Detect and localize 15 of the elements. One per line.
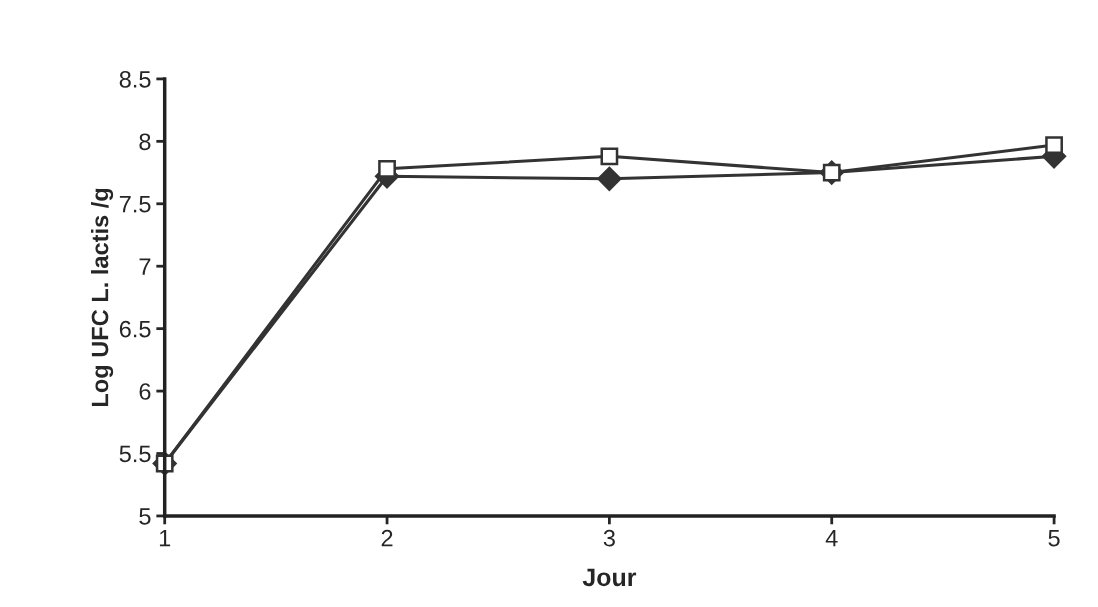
y-tick-label: 5 — [139, 508, 151, 525]
x-tick-label: 5 — [1048, 530, 1060, 547]
y-axis-title: Log UFC L. lactis /g — [91, 188, 114, 407]
x-axis-title: Jour — [582, 568, 637, 587]
y-tick-label: 7.5 — [119, 196, 151, 213]
y-tick-label: 5.5 — [119, 445, 151, 463]
x-tick-label: 2 — [381, 529, 393, 547]
y-tick-label: 7 — [139, 258, 151, 275]
y-tick-label: 6.5 — [119, 320, 151, 338]
y-tick-label: 8.5 — [119, 70, 151, 88]
y-tick-label: 6 — [139, 383, 151, 400]
x-tick-label: 1 — [159, 530, 171, 547]
x-tick-label: 4 — [825, 530, 838, 547]
y-tick-label: 8 — [139, 133, 151, 151]
x-tick-label: 3 — [603, 529, 615, 547]
